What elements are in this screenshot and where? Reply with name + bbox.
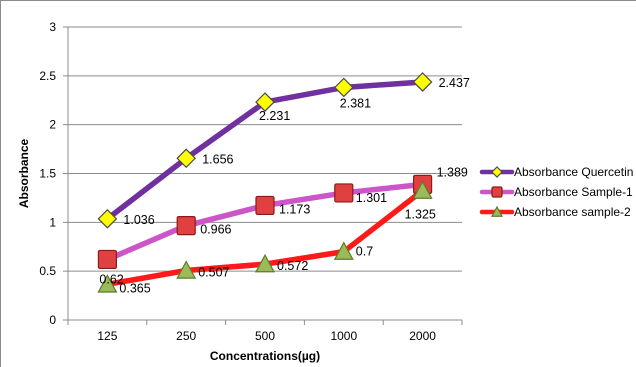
data-label: 0.572 xyxy=(277,259,308,273)
y-tick-label: 0 xyxy=(49,313,56,327)
data-point-marker xyxy=(97,208,118,229)
x-tick-label: 250 xyxy=(176,329,196,343)
x-axis-ticks: 125 250 500 1000 2000 xyxy=(67,320,463,343)
y-tick-label: 1 xyxy=(49,215,56,229)
data-label: 0.507 xyxy=(198,265,229,279)
data-point-marker xyxy=(333,77,354,98)
data-point-marker xyxy=(254,253,276,273)
data-point-marker xyxy=(176,260,197,279)
legend-swatch-marker xyxy=(491,186,503,198)
y-tick-label: 0.5 xyxy=(39,264,56,278)
legend: Absorbance Quercetin Absorbance Sample-1 A… xyxy=(479,165,633,219)
y-tick-label: 1.5 xyxy=(39,167,56,181)
x-tick-label: 125 xyxy=(97,329,117,343)
data-label: 2.231 xyxy=(259,109,290,123)
data-point-marker xyxy=(255,92,275,112)
data-point-marker xyxy=(412,180,433,199)
legend-entry: Absorbance sample-2 xyxy=(514,205,631,219)
y-axis-title: Absorbance xyxy=(17,139,31,209)
data-point-marker xyxy=(333,241,354,260)
data-labels: 1.036 1.656 2.231 2.381 2.437 0.62 0.966 1.173 1… xyxy=(99,76,470,295)
data-point-marker xyxy=(97,249,118,270)
x-tick-label: 500 xyxy=(255,329,275,343)
y-tick-label: 2.5 xyxy=(39,69,56,83)
data-point-marker xyxy=(334,183,354,203)
x-axis-title: Concentrations(µg) xyxy=(210,349,320,363)
data-point-marker xyxy=(176,216,196,236)
data-label: 1.301 xyxy=(356,191,387,205)
data-point-marker xyxy=(97,274,118,293)
y-axis-ticks: 0 0.5 1 1.5 2 2.5 3 xyxy=(39,20,68,327)
series-group xyxy=(97,72,433,293)
legend-swatch-marker xyxy=(491,166,503,178)
data-label: 2.381 xyxy=(340,96,371,110)
y-tick-label: 3 xyxy=(49,20,56,34)
legend-swatch-marker xyxy=(490,205,504,217)
gridlines xyxy=(67,26,462,321)
x-tick-label: 2000 xyxy=(409,329,436,343)
legend-entry: Absorbance Quercetin xyxy=(514,165,633,179)
data-label: 0.7 xyxy=(356,245,373,259)
data-label: 0.966 xyxy=(200,223,231,237)
data-point-marker xyxy=(255,195,275,216)
data-label: 2.437 xyxy=(439,76,470,90)
x-tick-label: 1000 xyxy=(330,329,357,343)
data-label: 1.173 xyxy=(279,202,310,216)
data-label: 1.036 xyxy=(123,213,154,227)
data-point-marker xyxy=(176,148,197,169)
data-label: 0.62 xyxy=(99,272,123,286)
legend-entry: Absorbance Sample-1 xyxy=(514,185,633,199)
data-label: 0.365 xyxy=(119,281,150,295)
y-tick-label: 2 xyxy=(49,118,56,132)
data-label: 1.325 xyxy=(405,208,436,222)
data-label: 1.389 xyxy=(437,165,468,179)
data-point-marker xyxy=(412,72,433,92)
data-label: 1.656 xyxy=(202,152,233,166)
